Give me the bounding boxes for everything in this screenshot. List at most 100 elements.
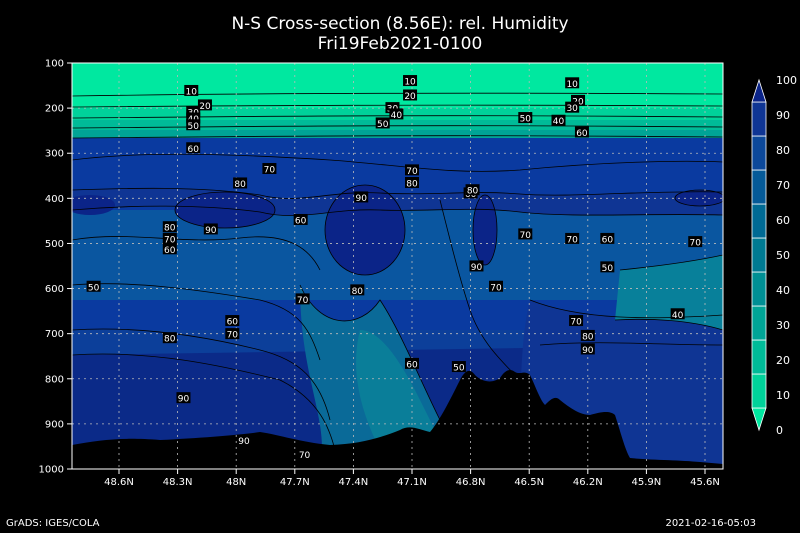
x-tick-label: 46.8N bbox=[456, 477, 486, 488]
contour-label: 80 bbox=[164, 224, 176, 234]
contour-label: 20 bbox=[404, 92, 416, 102]
contour-label: 70 bbox=[490, 283, 502, 293]
contour-label-bg bbox=[469, 260, 484, 272]
contour-label: 70 bbox=[164, 235, 176, 245]
y-tick-label: 1000 bbox=[39, 465, 64, 476]
contour-label: 10 bbox=[404, 78, 416, 88]
contour-line bbox=[72, 205, 723, 217]
contour-label-bg bbox=[262, 163, 277, 175]
contour-label: 40 bbox=[553, 117, 565, 127]
contour-label: 80 bbox=[234, 180, 246, 190]
contour-line bbox=[72, 328, 331, 421]
contour-label-bg bbox=[186, 142, 201, 154]
contour-line bbox=[324, 184, 406, 276]
contour-label-bg bbox=[551, 114, 566, 126]
colorbar-segment bbox=[751, 203, 767, 239]
right-dry-wedge bbox=[615, 255, 723, 330]
contour-line bbox=[674, 189, 723, 207]
colorbar-segment bbox=[751, 271, 767, 307]
contour-label: 70 bbox=[566, 235, 578, 245]
colorbar-label: 100 bbox=[776, 74, 797, 87]
moist-cell-east bbox=[675, 190, 723, 206]
contour-line bbox=[529, 299, 723, 319]
contour-label: 90 bbox=[238, 437, 250, 447]
contour-label-bg bbox=[162, 221, 177, 233]
x-tick-label: 45.9N bbox=[632, 477, 662, 488]
colorbar-label: 70 bbox=[776, 179, 790, 192]
contour-line bbox=[174, 191, 276, 229]
contour-label-bg bbox=[670, 308, 685, 320]
colorbar-segment bbox=[751, 169, 767, 205]
contour-label: 60 bbox=[576, 129, 588, 139]
contour-label-bg bbox=[518, 228, 533, 240]
contour-label-bg bbox=[451, 361, 466, 373]
contour-label: 60 bbox=[164, 246, 176, 256]
contour-label: 80 bbox=[406, 179, 418, 189]
moist-cell-south bbox=[473, 195, 497, 265]
contour-label-bg bbox=[385, 102, 400, 114]
contour-line bbox=[439, 199, 521, 381]
y-tick-label: 700 bbox=[45, 329, 64, 340]
contour-line bbox=[299, 284, 461, 469]
contour-label: 80 bbox=[467, 187, 479, 197]
contour-label-bg bbox=[225, 328, 240, 340]
contour-label-bg bbox=[237, 434, 252, 446]
contour-line bbox=[619, 254, 723, 271]
contour-label-bg bbox=[295, 293, 310, 305]
contour-line bbox=[472, 194, 498, 266]
contour-label: 50 bbox=[88, 283, 100, 293]
contour-label-bg bbox=[405, 164, 419, 176]
contour-label: 90 bbox=[582, 346, 594, 356]
moist-cell-west bbox=[175, 192, 275, 228]
contour-label: 90 bbox=[178, 395, 190, 405]
colorbar-label: 60 bbox=[776, 214, 790, 227]
contour-label-bg bbox=[488, 280, 503, 292]
x-axis: 48.6N 48.3N 48N 47.7N 47.4N 47.1N 46.8N 46.5N 46… bbox=[104, 469, 720, 488]
contour-line bbox=[72, 115, 723, 119]
contour-label: 50 bbox=[520, 115, 532, 125]
contour-label: 80 bbox=[164, 335, 176, 345]
contour-label: 70 bbox=[690, 239, 702, 249]
chart-titles: N-S Cross-section (8.56E): rel. Humidity… bbox=[0, 14, 800, 54]
y-tick-label: 400 bbox=[45, 194, 64, 205]
chart-title: N-S Cross-section (8.56E): rel. Humidity bbox=[231, 14, 569, 34]
contour-line bbox=[72, 236, 321, 271]
y-tick-label: 600 bbox=[45, 284, 64, 295]
contour-label: 70 bbox=[297, 296, 309, 306]
contour-label: 10 bbox=[566, 80, 578, 90]
moist-cell-center bbox=[325, 185, 405, 275]
contour-label: 70 bbox=[520, 231, 532, 241]
contour-label-bg bbox=[580, 329, 595, 341]
colorbar: 0 10 20 30 40 50 60 70 80 90 100 bbox=[751, 74, 797, 437]
contour-label-bg bbox=[688, 236, 703, 248]
contour-label-bg bbox=[86, 280, 101, 292]
contour-label: 70 bbox=[570, 318, 582, 328]
contour-label-bg bbox=[203, 223, 218, 235]
colorbar-label: 80 bbox=[776, 144, 790, 157]
contour-label: 60 bbox=[295, 216, 307, 226]
contour-line bbox=[539, 342, 723, 346]
contour-label: 60 bbox=[227, 318, 239, 328]
contour-label: 60 bbox=[188, 145, 200, 155]
footer-credit: GrADS: IGES/COLA bbox=[6, 518, 100, 529]
contour-label-bg bbox=[565, 232, 580, 244]
contour-label: 80 bbox=[352, 287, 364, 297]
contour-label: 70 bbox=[264, 166, 276, 176]
colorbar-segment bbox=[751, 407, 767, 432]
chart-subtitle: Fri19Feb2021-0100 bbox=[317, 34, 483, 54]
contour-label-bg bbox=[580, 343, 595, 355]
contour-label: 50 bbox=[602, 264, 614, 274]
contour-label: 80 bbox=[582, 332, 594, 342]
colorbar-segment bbox=[751, 339, 767, 375]
contour-label-bg bbox=[600, 261, 615, 273]
contour-label-bg bbox=[389, 108, 404, 120]
contour-label: 20 bbox=[199, 102, 211, 112]
contour-label-bg bbox=[574, 126, 589, 138]
contour-label-bg bbox=[375, 117, 390, 129]
colorbar-label: 20 bbox=[776, 354, 790, 367]
contour-label-bg bbox=[518, 112, 533, 124]
x-tick-label: 48N bbox=[226, 477, 246, 488]
contour-line bbox=[72, 135, 723, 139]
y-tick-label: 800 bbox=[45, 374, 64, 385]
